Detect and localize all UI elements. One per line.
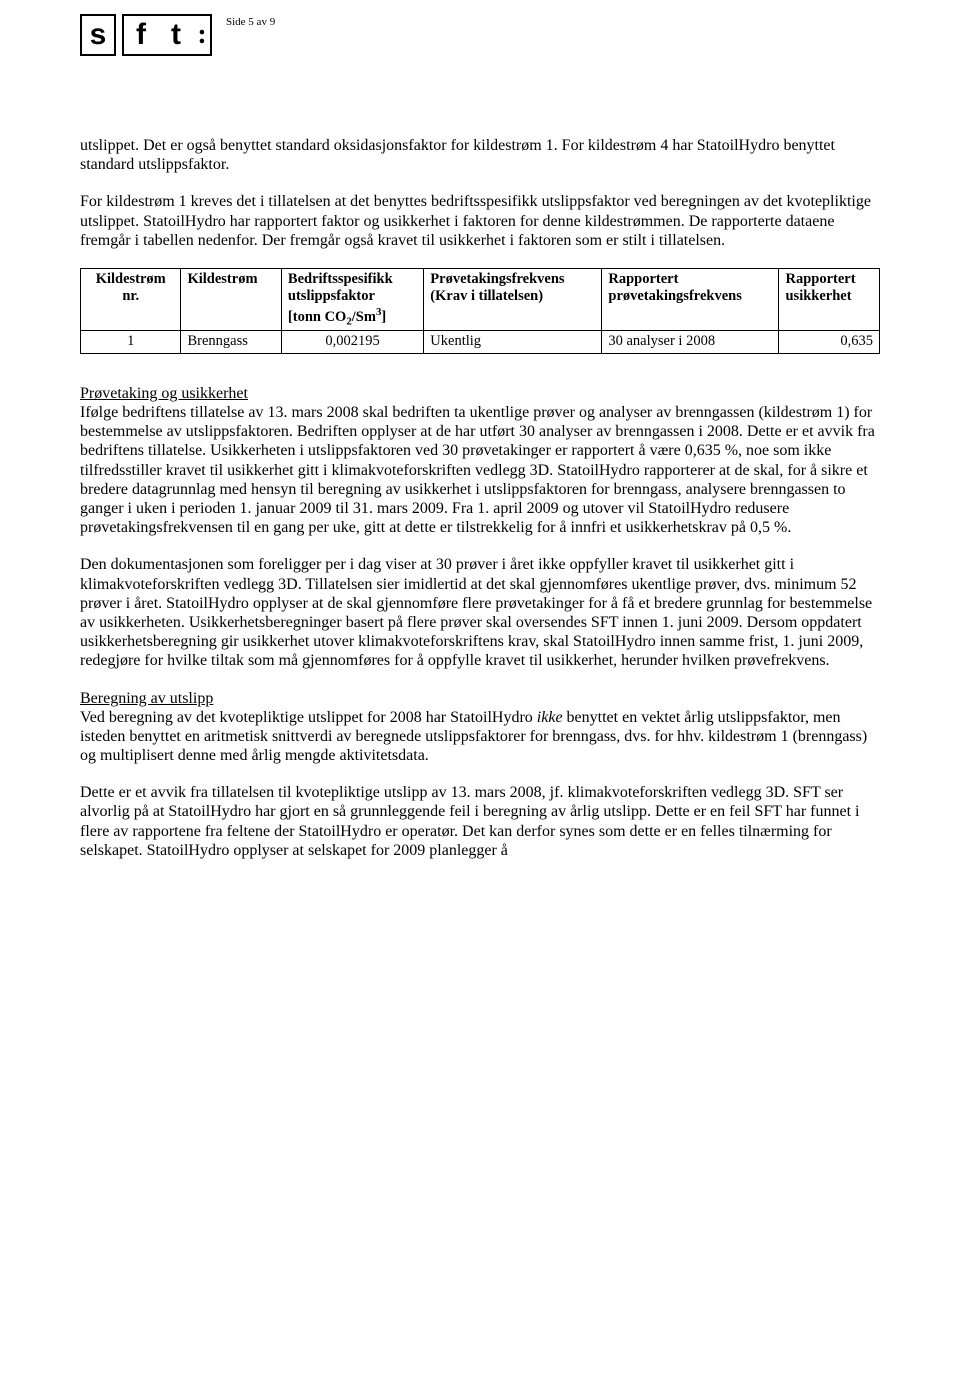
col-header-text: prøvetakingsfrekvens: [608, 288, 741, 304]
section-heading: Prøvetaking og usikkerhet: [80, 385, 248, 402]
logo-ft-group: f t :: [122, 14, 212, 56]
col-header-text: Kildestrøm: [96, 271, 166, 287]
table-row: 1 Brenngass 0,002195 Ukentlig 30 analyse…: [81, 331, 880, 353]
logo-s: s: [80, 14, 116, 56]
paragraph-3: Ifølge bedriftens tillatelse av 13. mars…: [80, 404, 875, 536]
table-header-row: Kildestrøm nr. Kildestrøm Bedriftsspesif…: [81, 268, 880, 331]
paragraph-1: utslippet. Det er også benyttet standard…: [80, 136, 880, 174]
cell-faktor: 0,002195: [281, 331, 423, 353]
col-header-rapportert-frekvens: Rapportert prøvetakingsfrekvens: [602, 268, 779, 331]
cell-kildestrom: Brenngass: [181, 331, 281, 353]
logo-colon: :: [194, 14, 212, 56]
col-header-text: Bedriftsspesifikk: [288, 271, 393, 287]
col-header-text: nr.: [122, 288, 139, 304]
col-header-usikkerhet: Rapportert usikkerhet: [779, 268, 880, 331]
logo-t: t: [158, 14, 194, 56]
section-provetaking: Prøvetaking og usikkerhet Ifølge bedrift…: [80, 384, 880, 538]
section-beregning: Beregning av utslipp Ved beregning av de…: [80, 689, 880, 766]
paragraph-5-pre: Ved beregning av det kvotepliktige utsli…: [80, 709, 537, 726]
col-header-text: ]: [381, 309, 386, 325]
col-header-text: (Krav i tillatelsen): [430, 288, 543, 304]
col-header-text: Prøvetakingsfrekvens: [430, 271, 564, 287]
col-header-krav: Prøvetakingsfrekvens (Krav i tillatelsen…: [424, 268, 602, 331]
section-heading: Beregning av utslipp: [80, 690, 213, 707]
cell-krav: Ukentlig: [424, 331, 602, 353]
col-header-text: Kildestrøm: [187, 271, 257, 287]
col-header-faktor: Bedriftsspesifikk utslippsfaktor [tonn C…: [281, 268, 423, 331]
col-header-text: Rapportert: [785, 271, 855, 287]
kildestrom-table: Kildestrøm nr. Kildestrøm Bedriftsspesif…: [80, 268, 880, 354]
cell-usikkerhet: 0,635: [779, 331, 880, 353]
paragraph-6: Dette er et avvik fra tillatelsen til kv…: [80, 783, 880, 860]
col-header-nr: Kildestrøm nr.: [81, 268, 181, 331]
col-header-text: /Sm: [352, 309, 376, 325]
col-header-text: Rapportert: [608, 271, 678, 287]
cell-nr: 1: [81, 331, 181, 353]
col-header-text: usikkerhet: [785, 288, 851, 304]
sft-logo: s f t :: [80, 14, 212, 56]
col-header-kildestrom: Kildestrøm: [181, 268, 281, 331]
cell-rapp-frekvens: 30 analyser i 2008: [602, 331, 779, 353]
paragraph-2: For kildestrøm 1 kreves det i tillatelse…: [80, 192, 880, 250]
col-header-text: [tonn CO: [288, 309, 346, 325]
col-header-text: utslippsfaktor: [288, 288, 375, 304]
page-header: s f t : Side 5 av 9: [80, 14, 880, 56]
paragraph-5-italic: ikke: [537, 709, 563, 726]
paragraph-4: Den dokumentasjonen som foreligger per i…: [80, 555, 880, 670]
page-number: Side 5 av 9: [226, 16, 275, 29]
logo-f: f: [122, 14, 158, 56]
